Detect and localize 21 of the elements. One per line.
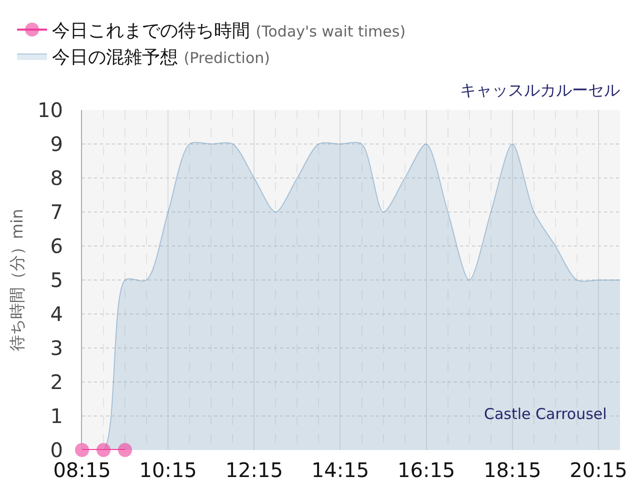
y-axis-title: 待ち時間（分）min xyxy=(7,208,26,352)
x-tick-label: 18:15 xyxy=(484,458,542,482)
y-tick-label: 10 xyxy=(38,98,63,122)
y-tick-label: 2 xyxy=(50,370,63,394)
y-tick-label: 3 xyxy=(50,336,63,360)
y-tick-label: 9 xyxy=(50,132,63,156)
legend-label: 今日これまでの待ち時間 (Today's wait times) xyxy=(52,20,406,42)
x-tick-label: 10:15 xyxy=(139,458,197,482)
y-tick-label: 1 xyxy=(50,404,63,428)
annotation: Castle Carrousel xyxy=(484,405,607,423)
x-tick-label: 12:15 xyxy=(225,458,283,482)
y-tick-label: 7 xyxy=(50,200,63,224)
y-tick-label: 8 xyxy=(50,166,63,190)
x-tick-label: 20:15 xyxy=(570,458,628,482)
x-tick-label: 16:15 xyxy=(398,458,456,482)
y-tick-label: 6 xyxy=(50,234,63,258)
legend-label: 今日の混雑予想 (Prediction) xyxy=(52,47,270,68)
y-tick-label: 5 xyxy=(50,268,63,292)
x-tick-label: 14:15 xyxy=(311,458,370,482)
y-tick-label: 4 xyxy=(50,302,63,326)
chart-title: キャッスルカルーセル xyxy=(460,80,620,100)
